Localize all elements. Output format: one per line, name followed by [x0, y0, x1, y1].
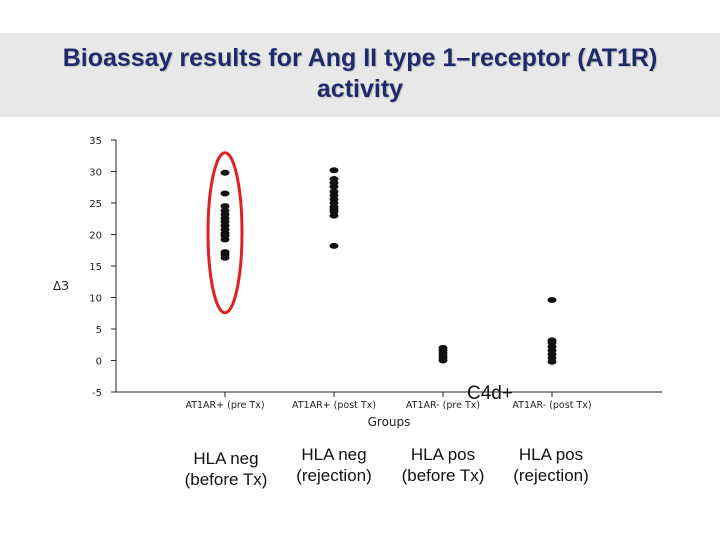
x-category-label: AT1AR+ (pre Tx) — [185, 400, 264, 411]
data-point — [220, 169, 230, 176]
y-tick-label: 25 — [89, 199, 102, 210]
group-desc-1-line1: HLA neg — [193, 449, 259, 468]
y-tick-label: -5 — [92, 388, 102, 399]
y-tick-label: 30 — [89, 168, 102, 179]
slide-title-line1: Bioassay results for Ang II type 1–recep… — [62, 44, 658, 72]
data-point — [329, 183, 339, 190]
group-desc-1-line2: (before Tx) — [184, 470, 268, 489]
y-axis-label: ΔЗ — [53, 279, 69, 293]
x-category-label: AT1AR+ (post Tx) — [292, 400, 376, 411]
data-point — [329, 167, 339, 174]
group-desc-4: HLA pos (rejection) — [491, 444, 611, 486]
data-point — [438, 357, 448, 364]
data-point — [220, 203, 230, 210]
y-tick-label: 20 — [89, 231, 102, 242]
slide-title: Bioassay results for Ang II type 1–recep… — [0, 43, 720, 105]
group-desc-3: HLA pos (before Tx) — [383, 444, 503, 486]
title-banner — [0, 33, 720, 117]
data-point — [547, 358, 557, 365]
group-desc-1: HLA neg (before Tx) — [166, 448, 286, 490]
group-desc-3-line2: (before Tx) — [401, 466, 485, 485]
c4d-annotation: C4d+ — [467, 383, 513, 404]
y-tick-label: 35 — [89, 136, 102, 147]
y-tick-label: 0 — [96, 357, 102, 368]
group-desc-3-line1: HLA pos — [410, 445, 476, 464]
x-category-label: AT1AR- (post Tx) — [512, 400, 591, 411]
group-desc-2-line2: (rejection) — [296, 466, 372, 485]
y-tick-label: 15 — [89, 262, 102, 273]
group-desc-2-line1: HLA neg — [301, 445, 367, 464]
group-desc-4-line2: (rejection) — [513, 466, 589, 485]
data-point — [329, 212, 339, 219]
x-category-labels: AT1AR+ (pre Tx) AT1AR+ (post Tx) AT1AR- (p… — [185, 400, 591, 411]
highlight-ellipse — [206, 151, 244, 315]
group-desc-2: HLA neg (rejection) — [274, 444, 394, 486]
group-desc-4-line1: HLA pos — [518, 445, 584, 464]
highlight-ellipse-group — [206, 151, 244, 315]
y-tick-label: 5 — [96, 325, 102, 336]
data-point — [329, 242, 339, 249]
y-tick-label: 10 — [89, 294, 102, 305]
data-point — [220, 236, 230, 243]
chart-axes — [111, 139, 662, 397]
x-category-label: AT1AR- (pre Tx) — [406, 400, 480, 411]
data-point — [220, 190, 230, 197]
data-point — [547, 297, 557, 304]
data-point — [220, 254, 230, 261]
slide-title-line2: activity — [316, 75, 404, 103]
data-points — [220, 167, 557, 365]
y-tick-labels: 35 30 25 20 15 10 5 0 -5 — [89, 136, 102, 399]
x-axis-label: Groups — [368, 415, 411, 429]
